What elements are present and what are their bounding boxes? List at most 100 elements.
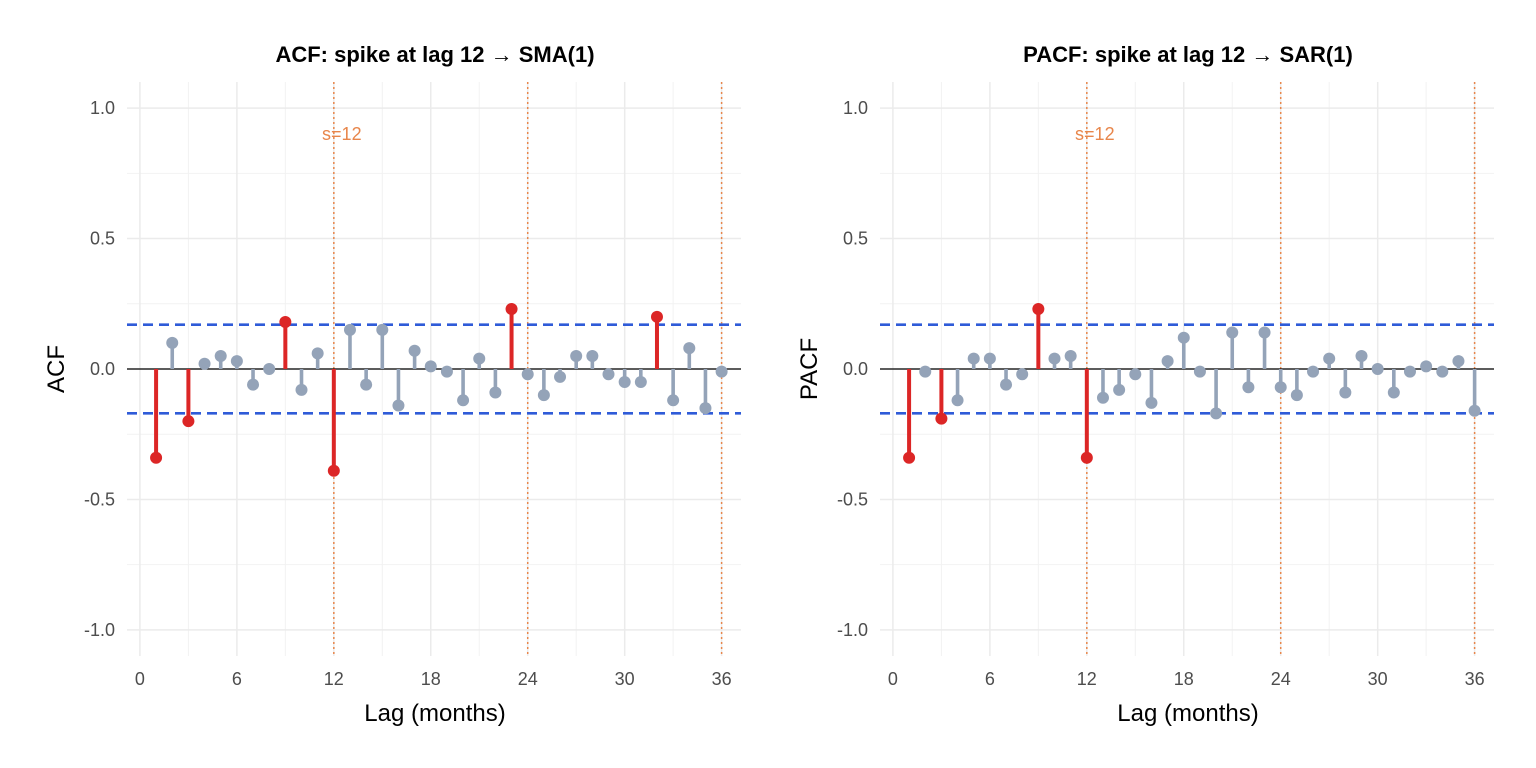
pacf-point: [1339, 386, 1352, 399]
pacf-point: [1323, 352, 1336, 365]
acf-x-tick-label: 6: [232, 669, 242, 689]
pacf-y-tick-label: 0.0: [843, 359, 868, 379]
pacf-x-tick-label: 30: [1368, 669, 1388, 689]
acf-point: [424, 360, 437, 373]
acf-confidence-bounds: [127, 323, 741, 415]
pacf-lag-5: [967, 352, 980, 369]
acf-point: [360, 378, 373, 391]
pacf-lag-13: [1096, 369, 1109, 404]
pacf-lag-4: [951, 369, 964, 407]
pacf-point: [1355, 349, 1368, 362]
pacf-point: [1210, 407, 1223, 420]
acf-x-tick-label: 36: [712, 669, 732, 689]
pacf-lag-26: [1307, 365, 1320, 378]
acf-title: ACF: spike at lag 12 → SMA(1): [275, 42, 594, 67]
acf-point: [715, 365, 728, 378]
pacf-point: [1290, 389, 1303, 402]
pacf-lag-30: [1371, 363, 1384, 375]
acf-y-tick-label: -0.5: [84, 489, 115, 509]
acf-point: [602, 368, 615, 381]
pacf-y-tick-label: 1.0: [843, 98, 868, 118]
acf-lag-27: [570, 349, 583, 369]
pacf-title: PACF: spike at lag 12 → SAR(1): [1023, 42, 1353, 67]
pacf-y-tick-labels: 1.0 0.5 0.0 -0.5 -1.0: [837, 98, 868, 640]
acf-lag-18: [424, 360, 437, 373]
pacf-confidence-bounds: [880, 323, 1494, 415]
pacf-point: [1242, 381, 1255, 394]
pacf-lag-6: [983, 352, 996, 369]
acf-lag-1: [150, 369, 163, 464]
acf-seasonal-label: s=12: [322, 124, 362, 144]
pacf-x-tick-label: 18: [1174, 669, 1194, 689]
pacf-lag-19: [1193, 365, 1206, 378]
acf-lag-9: [279, 316, 292, 369]
pacf-lag-1: [903, 369, 916, 464]
pacf-x-tick-label: 12: [1077, 669, 1097, 689]
pacf-lag-20: [1210, 369, 1223, 420]
acf-lag-31: [634, 369, 647, 389]
acf-lag-4: [198, 357, 211, 370]
pacf-point: [1468, 404, 1481, 417]
acf-x-tick-label: 24: [518, 669, 538, 689]
acf-point: [150, 451, 163, 464]
acf-lag-17: [408, 344, 421, 369]
acf-lag-26: [554, 369, 567, 383]
acf-point: [343, 323, 356, 336]
acf-point: [537, 389, 550, 402]
pacf-lag-36: [1468, 369, 1481, 417]
pacf-lag-32: [1403, 365, 1416, 378]
acf-lag-16: [392, 369, 405, 412]
pacf-point: [967, 352, 980, 365]
acf-lag-21: [473, 352, 486, 369]
acf-y-tick-label: -1.0: [84, 620, 115, 640]
acf-panel: ACF: spike at lag 12 → SMA(1) 1.0 0.5 0.0 -…: [43, 42, 741, 727]
pacf-point: [1436, 365, 1449, 378]
pacf-lag-34: [1436, 365, 1449, 378]
pacf-lag-28: [1339, 369, 1352, 399]
acf-point: [166, 336, 179, 349]
acf-lag-36: [715, 365, 728, 378]
acf-y-tick-label: 0.0: [90, 359, 115, 379]
pacf-lag-33: [1420, 360, 1433, 373]
acf-point: [489, 386, 502, 399]
pacf-point: [935, 412, 948, 425]
acf-x-tick-label: 18: [421, 669, 441, 689]
pacf-lag-17: [1161, 355, 1174, 369]
pacf-lag-35: [1452, 355, 1465, 369]
acf-lag-8: [263, 363, 276, 375]
acf-lag-22: [489, 369, 502, 399]
acf-lag-32: [650, 310, 663, 369]
acf-lag-3: [182, 369, 195, 428]
acf-point: [440, 365, 453, 378]
pacf-y-tick-label: 0.5: [843, 229, 868, 249]
pacf-lag-21: [1226, 326, 1239, 369]
pacf-point: [983, 352, 996, 365]
acf-lag-2: [166, 336, 179, 369]
acf-lag-7: [247, 369, 260, 391]
pacf-panel: PACF: spike at lag 12 → SAR(1) 1.0 0.5 0.0…: [796, 42, 1494, 727]
acf-x-tick-labels: 0 6 12 18 24 30 36: [135, 669, 732, 689]
acf-x-tick-label: 0: [135, 669, 145, 689]
acf-point: [182, 415, 195, 428]
acf-lag-33: [667, 369, 680, 407]
acf-point: [618, 376, 631, 389]
acf-y-tick-label: 0.5: [90, 229, 115, 249]
acf-point: [521, 368, 534, 381]
pacf-point: [1274, 381, 1287, 394]
pacf-point: [1129, 368, 1142, 381]
pacf-point: [1193, 365, 1206, 378]
pacf-lag-27: [1323, 352, 1336, 369]
acf-point: [667, 394, 680, 407]
pacf-point: [1000, 378, 1013, 391]
pacf-x-tick-labels: 0 6 12 18 24 30 36: [888, 669, 1485, 689]
pacf-point: [1161, 355, 1174, 368]
acf-y-axis-title: ACF: [43, 345, 70, 393]
pacf-point: [1452, 355, 1465, 368]
pacf-lag-18: [1177, 331, 1190, 369]
pacf-point: [1048, 352, 1061, 365]
pacf-stems: [903, 302, 1481, 464]
pacf-point: [1387, 386, 1400, 399]
acf-lag-25: [537, 369, 550, 402]
acf-point: [473, 352, 486, 365]
